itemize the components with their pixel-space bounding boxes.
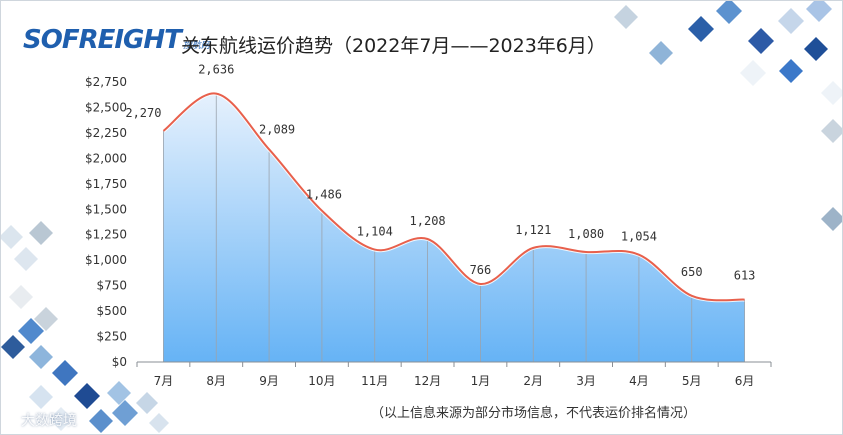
y-tick-label: $1,250	[85, 228, 127, 242]
decor-square-16	[14, 247, 38, 271]
x-tick-label: 10月	[308, 374, 335, 388]
y-tick-label: $500	[96, 304, 127, 318]
data-label: 1,104	[357, 225, 393, 239]
decor-square-5	[748, 28, 774, 54]
decor-square-21	[29, 345, 53, 369]
decor-square-23	[74, 383, 100, 409]
data-label: 650	[681, 265, 703, 279]
x-tick-label: 3月	[576, 374, 596, 388]
decor-square-9	[779, 59, 803, 83]
x-tick-label: 6月	[735, 374, 755, 388]
x-tick-label: 1月	[471, 374, 491, 388]
x-tick-label: 5月	[682, 374, 702, 388]
decor-square-17	[9, 285, 33, 309]
decor-square-2	[649, 41, 673, 65]
x-tick-label: 4月	[629, 374, 649, 388]
decor-square-30	[49, 407, 73, 431]
decor-square-24	[29, 385, 53, 409]
y-tick-label: $250	[96, 330, 127, 344]
data-label: 2,270	[125, 106, 161, 120]
series-line	[162, 92, 745, 302]
decor-square-15	[29, 221, 53, 245]
area-fill	[163, 93, 745, 362]
data-label: 613	[734, 269, 756, 283]
y-tick-label: $2,500	[85, 100, 127, 114]
data-label: 766	[470, 263, 492, 277]
y-tick-label: $2,000	[85, 151, 127, 165]
y-tick-label: $2,250	[85, 126, 127, 140]
decor-square-3	[688, 16, 714, 42]
data-label: 1,121	[515, 223, 551, 237]
decor-square-4	[716, 1, 742, 24]
x-tick-label: 7月	[154, 374, 174, 388]
data-label: 1,054	[621, 230, 657, 244]
decor-square-19	[18, 318, 44, 344]
y-tick-label: $750	[96, 279, 127, 293]
decor-square-8	[740, 60, 766, 86]
decor-square-22	[52, 360, 78, 386]
data-label: 2,636	[198, 63, 234, 77]
decor-square-18	[34, 307, 58, 331]
sofreight-logo: SOFREIGHT 搜航网	[23, 25, 210, 59]
watermark: 大数跨境	[21, 413, 77, 429]
decor-square-12	[821, 119, 842, 143]
decor-square-10	[804, 37, 828, 61]
decor-square-13	[821, 207, 842, 231]
decor-square-11	[821, 81, 842, 105]
y-tick-label: $0	[112, 355, 127, 369]
decor-square-29	[149, 413, 169, 433]
chart-title: 关东航线运价趋势（2022年7月——2023年6月）	[181, 35, 606, 57]
y-tick-label: $1,000	[85, 253, 127, 267]
decor-square-25	[107, 381, 131, 405]
decor-square-26	[112, 400, 138, 426]
decor-square-6	[778, 8, 804, 34]
y-tick-label: $2,750	[85, 75, 127, 89]
data-label: 1,208	[410, 214, 446, 228]
y-tick-label: $1,500	[85, 202, 127, 216]
x-tick-label: 9月	[259, 374, 279, 388]
y-tick-label: $1,750	[85, 177, 127, 191]
data-label: 2,089	[259, 122, 295, 136]
decor-square-1	[614, 5, 638, 29]
decor-square-20	[1, 335, 25, 359]
x-tick-label: 2月	[523, 374, 543, 388]
x-tick-label: 12月	[414, 374, 441, 388]
data-label: 1,486	[306, 188, 342, 202]
decor-square-14	[1, 225, 23, 249]
logo-cn-text: 搜航网	[182, 41, 210, 51]
data-label: 1,080	[568, 227, 604, 241]
x-tick-label: 11月	[361, 374, 388, 388]
logo-text: SOFREIGHT	[23, 25, 182, 55]
decor-square-28	[89, 409, 113, 433]
chart-footnote: （以上信息来源为部分市场信息，不代表运价排名情况）	[371, 406, 697, 421]
decor-square-7	[806, 1, 832, 22]
decor-square-27	[136, 392, 158, 414]
x-tick-label: 8月	[206, 374, 226, 388]
